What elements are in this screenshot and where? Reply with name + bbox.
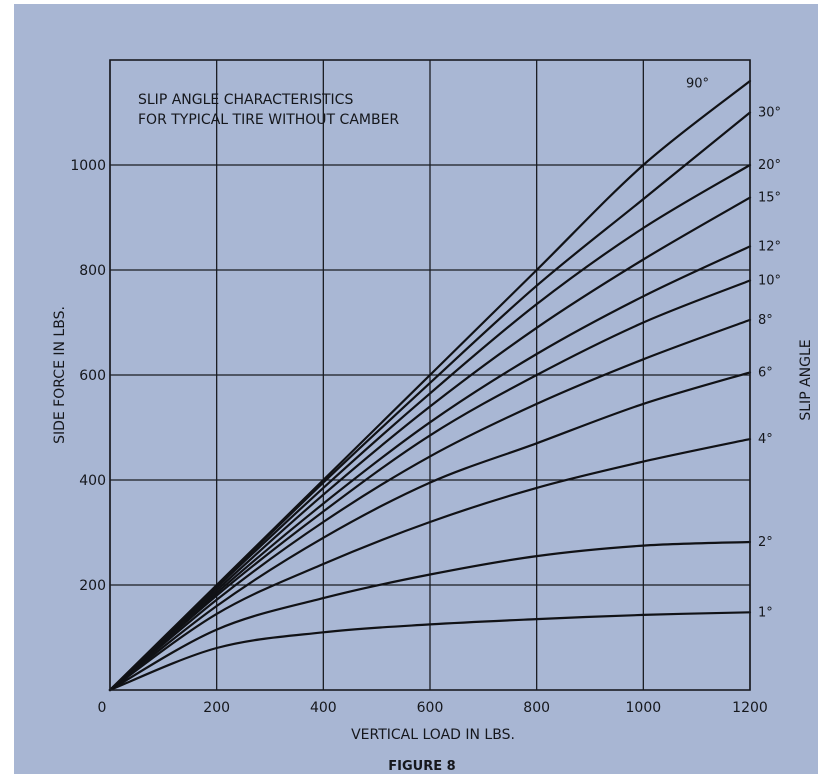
slip-angle-label: 2° bbox=[758, 535, 773, 550]
figure-caption: FIGURE 8 bbox=[388, 759, 455, 774]
y-tick-label: 400 bbox=[79, 473, 106, 489]
x-tick-label: 400 bbox=[310, 700, 337, 716]
y-tick-label: 200 bbox=[79, 578, 106, 594]
slip-curve-1deg bbox=[108, 611, 752, 692]
slip-angle-label: 90° bbox=[686, 77, 709, 92]
y-axis-label: SIDE FORCE IN LBS. bbox=[52, 306, 68, 444]
y-axis-tick-labels: 200 400 600 800 1000 bbox=[70, 158, 106, 594]
x-tick-label: 1200 bbox=[732, 700, 768, 716]
slip-curve-4deg bbox=[108, 438, 752, 692]
y-tick-label: 800 bbox=[79, 263, 106, 279]
slip-angle-label: 6° bbox=[758, 365, 773, 380]
x-tick-label: 800 bbox=[523, 700, 550, 716]
slip-curve-12deg bbox=[108, 245, 752, 692]
slip-curve-6deg bbox=[108, 371, 752, 692]
y-tick-label: 600 bbox=[79, 368, 106, 384]
slip-curve-20deg bbox=[108, 163, 752, 692]
slip-curve-15deg bbox=[108, 196, 752, 692]
plot-frame bbox=[109, 59, 751, 691]
slip-curve-10deg bbox=[108, 279, 752, 692]
x-tick-label: 1000 bbox=[626, 700, 662, 716]
slip-angle-label: 8° bbox=[758, 313, 773, 328]
x-tick-label: 600 bbox=[417, 700, 444, 716]
chart-title-line-2: FOR TYPICAL TIRE WITHOUT CAMBER bbox=[138, 112, 399, 128]
slip-curve-2deg bbox=[108, 540, 752, 692]
slip-angle-label: 20° bbox=[758, 158, 781, 173]
slip-angle-label: 15° bbox=[758, 191, 781, 206]
slip-angle-label: 12° bbox=[758, 239, 781, 254]
slip-angle-label: 30° bbox=[758, 106, 781, 121]
chart-title-line-1: SLIP ANGLE CHARACTERISTICS bbox=[138, 92, 353, 108]
x-axis-label: VERTICAL LOAD IN LBS. bbox=[351, 727, 515, 743]
slip-angle-axis-label: SLIP ANGLE bbox=[798, 339, 814, 420]
slip-curve-90deg bbox=[108, 79, 752, 692]
x-axis-tick-labels: 0 200 400 600 800 1000 1200 bbox=[98, 700, 768, 716]
slip-angle-label: 10° bbox=[758, 274, 781, 289]
slip-curve-8deg bbox=[108, 318, 752, 692]
slip-angle-curves bbox=[108, 79, 752, 692]
slip-angle-labels: 1° 2° 4° 6° 8° 10° 12° 15° 20° 30° 90° bbox=[686, 77, 781, 621]
slip-angle-label: 1° bbox=[758, 605, 773, 620]
slip-angle-label: 4° bbox=[758, 432, 773, 447]
y-tick-label: 1000 bbox=[70, 158, 106, 174]
x-tick-label: 0 bbox=[98, 700, 107, 716]
x-tick-label: 200 bbox=[203, 700, 230, 716]
